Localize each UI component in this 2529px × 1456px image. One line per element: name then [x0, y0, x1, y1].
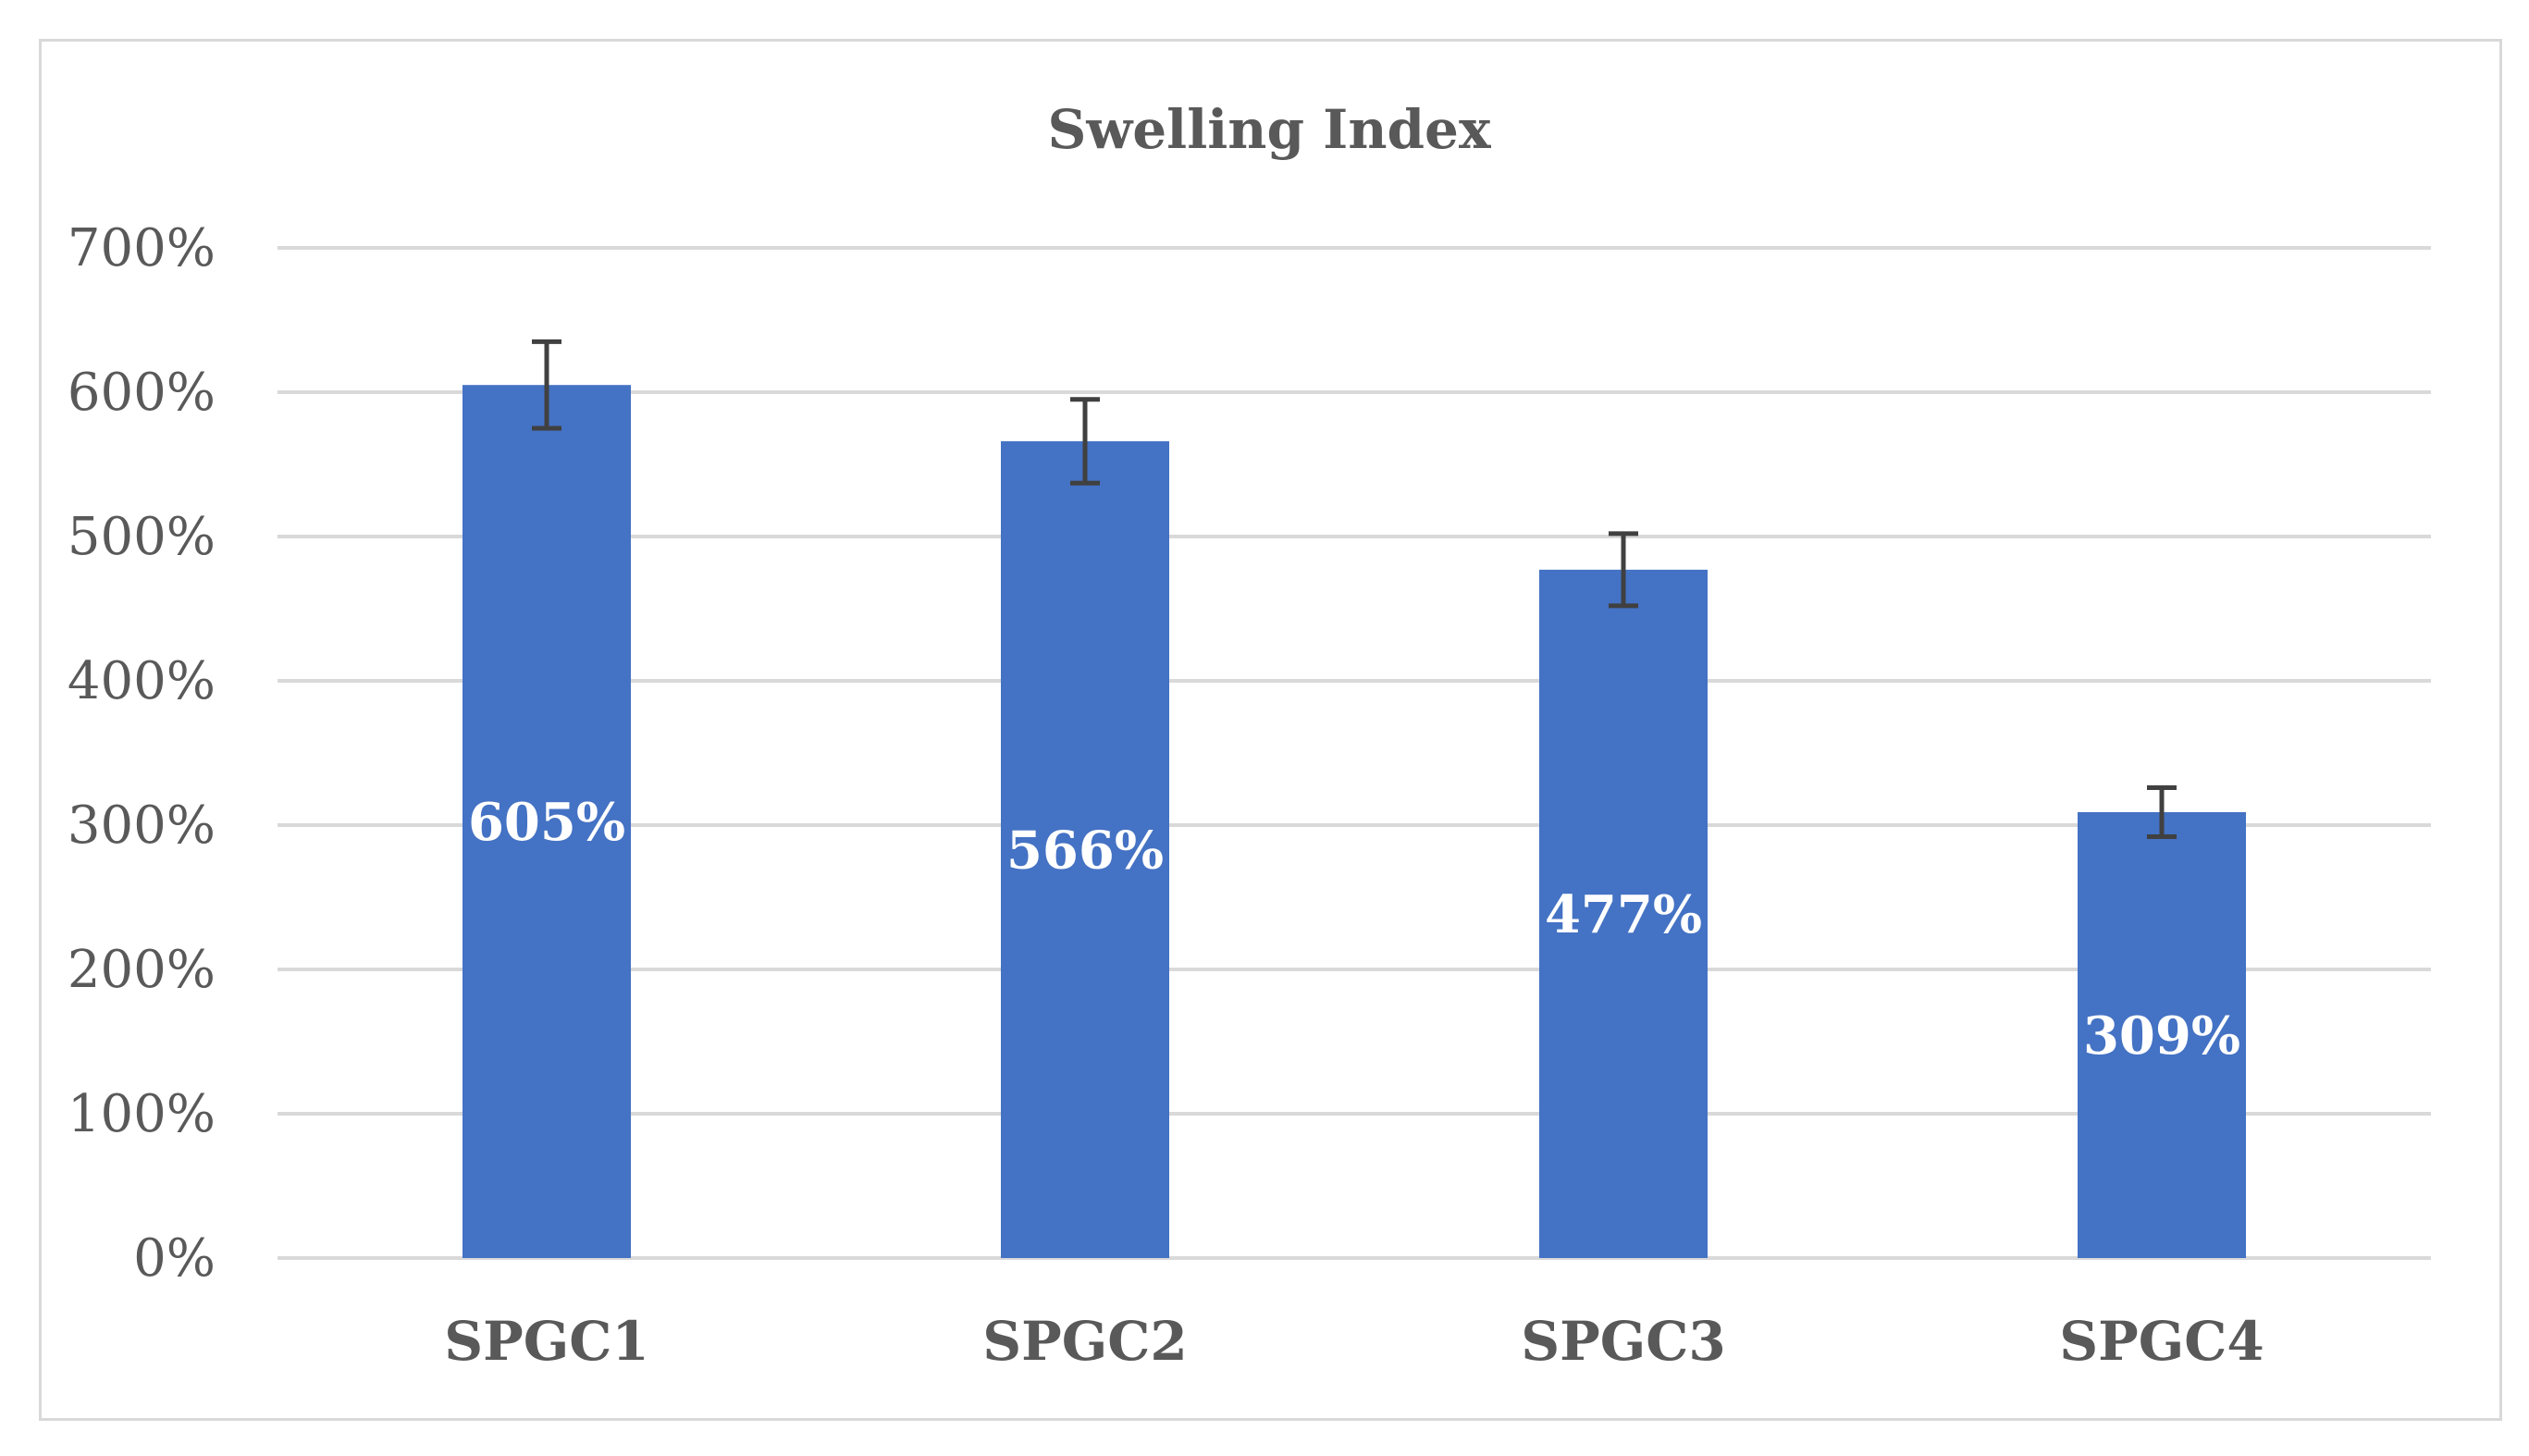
bar-spgc3: [1539, 569, 1708, 1258]
y-axis-ticks: 0% 100% 200% 300% 400% 500% 600% 700%: [68, 218, 216, 1289]
error-bar-spgc1: [532, 339, 561, 431]
bar-spgc2: [1001, 441, 1169, 1258]
y-tick-label: 600%: [68, 363, 216, 423]
gridlines: [278, 246, 2431, 1260]
y-tick-label: 0%: [133, 1228, 216, 1289]
y-tick-label: 200%: [68, 940, 216, 1000]
x-tick-label-spgc1: SPGC1: [444, 1310, 649, 1373]
error-bars: [532, 339, 2177, 839]
y-tick-label: 100%: [68, 1084, 216, 1144]
data-label-spgc1: 605%: [468, 792, 625, 853]
x-tick-label-spgc2: SPGC2: [982, 1310, 1188, 1373]
data-label-spgc4: 309%: [2083, 1006, 2240, 1067]
y-tick-label: 300%: [68, 796, 216, 856]
x-tick-label-spgc3: SPGC3: [1521, 1310, 1726, 1373]
data-label-spgc3: 477%: [1545, 884, 1702, 945]
y-tick-label: 400%: [68, 651, 216, 711]
bars: [463, 385, 2246, 1258]
bar-spgc4: [2078, 811, 2246, 1258]
y-tick-label: 700%: [68, 218, 216, 278]
x-tick-label-spgc4: SPGC4: [2059, 1310, 2264, 1373]
chart-title: Swelling Index: [1047, 98, 1490, 161]
error-bar-spgc2: [1070, 397, 1100, 486]
error-bar-spgc4: [2147, 784, 2177, 839]
x-axis-ticks: SPGC1 SPGC2 SPGC3 SPGC4: [444, 1310, 2264, 1373]
bar-spgc1: [463, 385, 631, 1258]
data-labels: 605% 566% 477% 309%: [468, 792, 2240, 1067]
data-label-spgc2: 566%: [1006, 821, 1164, 882]
y-tick-label: 500%: [68, 507, 216, 567]
error-bar-spgc3: [1609, 531, 1638, 609]
